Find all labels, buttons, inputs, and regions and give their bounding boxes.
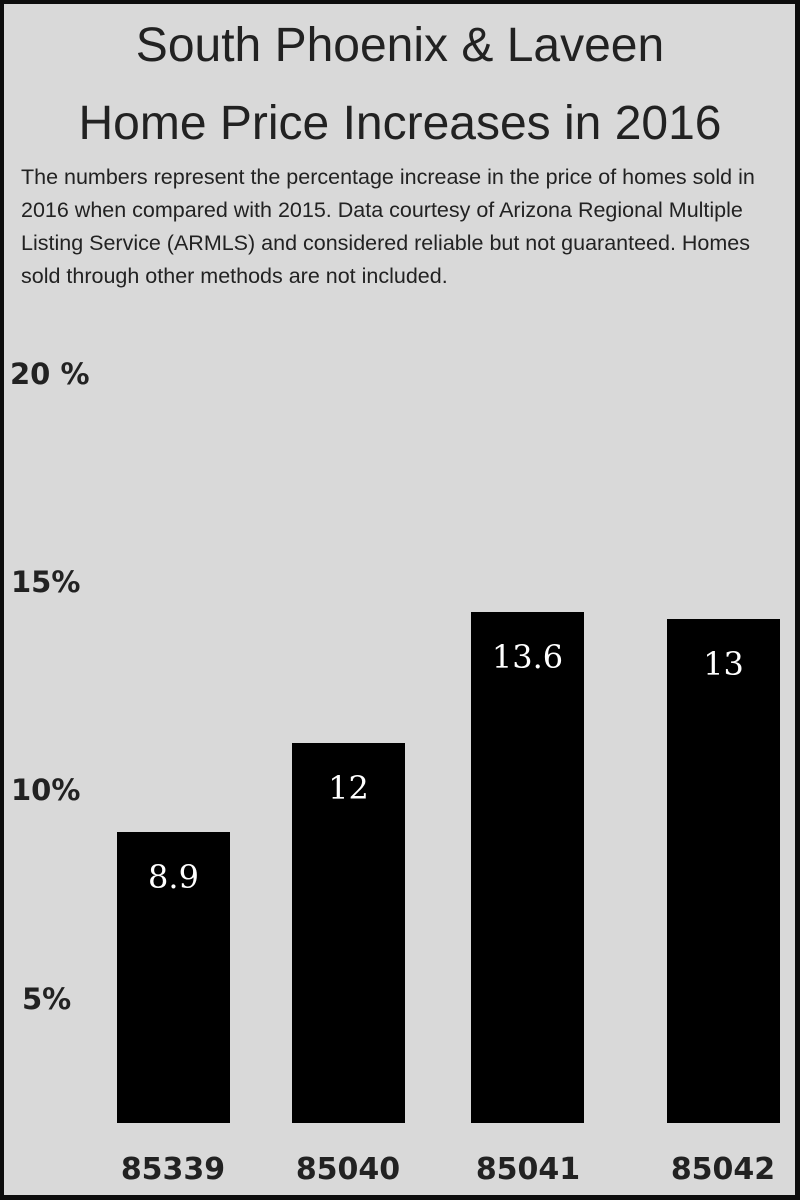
bar-value-label-85040: 12 (328, 769, 369, 807)
chart-title-line-2: Home Price Increases in 2016 (78, 97, 722, 150)
y-tick-20: 20 % (10, 357, 90, 391)
bar-value-label-85339: 8.9 (148, 858, 199, 896)
bar-85041 (471, 612, 584, 1123)
bar-85339 (117, 832, 230, 1123)
x-tick-85041: 85041 (475, 1152, 581, 1187)
bar-85040 (292, 743, 405, 1123)
chart-title-line-1: South Phoenix & Laveen (135, 19, 665, 72)
bar-value-label-85042: 13 (703, 645, 744, 683)
x-tick-85040: 85040 (295, 1152, 401, 1187)
y-tick-5: 5% (22, 982, 72, 1016)
chart-description: The numbers represent the percentage inc… (21, 165, 755, 288)
y-tick-15: 15% (11, 565, 81, 599)
bar-value-label-85041: 13.6 (491, 638, 564, 676)
x-tick-85042: 85042 (670, 1152, 776, 1187)
y-tick-10: 10% (11, 773, 81, 807)
x-tick-85339: 85339 (120, 1152, 226, 1187)
bar-85042 (667, 619, 780, 1123)
